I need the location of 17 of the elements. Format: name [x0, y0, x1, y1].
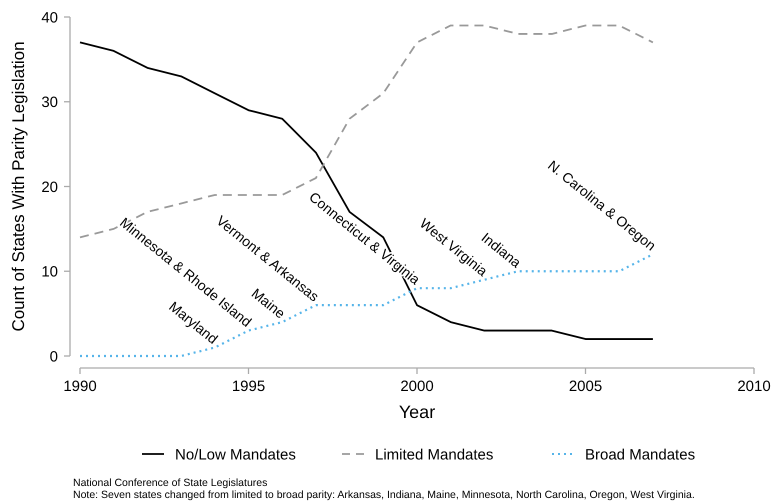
text: National Conference of State Legislatures [73, 477, 268, 489]
y-tick-label: 10 [41, 264, 58, 280]
legend-label: Broad Mandates [585, 446, 696, 464]
x-tick-label: 1990 [63, 378, 97, 395]
x-tick-label: 2005 [568, 378, 602, 395]
y-tick-label: 20 [41, 178, 58, 196]
x-tick-label: 1995 [232, 378, 266, 395]
legend-label: Limited Mandates [375, 446, 494, 464]
y-tick-label: 0 [50, 348, 58, 366]
y-tick-label: 40 [41, 9, 58, 26]
x-tick-label: 2000 [400, 378, 434, 395]
y-tick-label: 30 [41, 94, 58, 111]
legend-label: No/Low Mandates [175, 446, 296, 464]
text: Note: Seven states changed from limited to broad parity: Arkansas, Indiana, Maine, Minnesota, North Carolina, Oregon, West Virginia. [73, 489, 695, 501]
y-axis-title: Count of States With Parity Legislation [9, 41, 28, 332]
x-tick-label: 2010 [737, 378, 771, 395]
x-axis-title: Year [398, 402, 436, 422]
